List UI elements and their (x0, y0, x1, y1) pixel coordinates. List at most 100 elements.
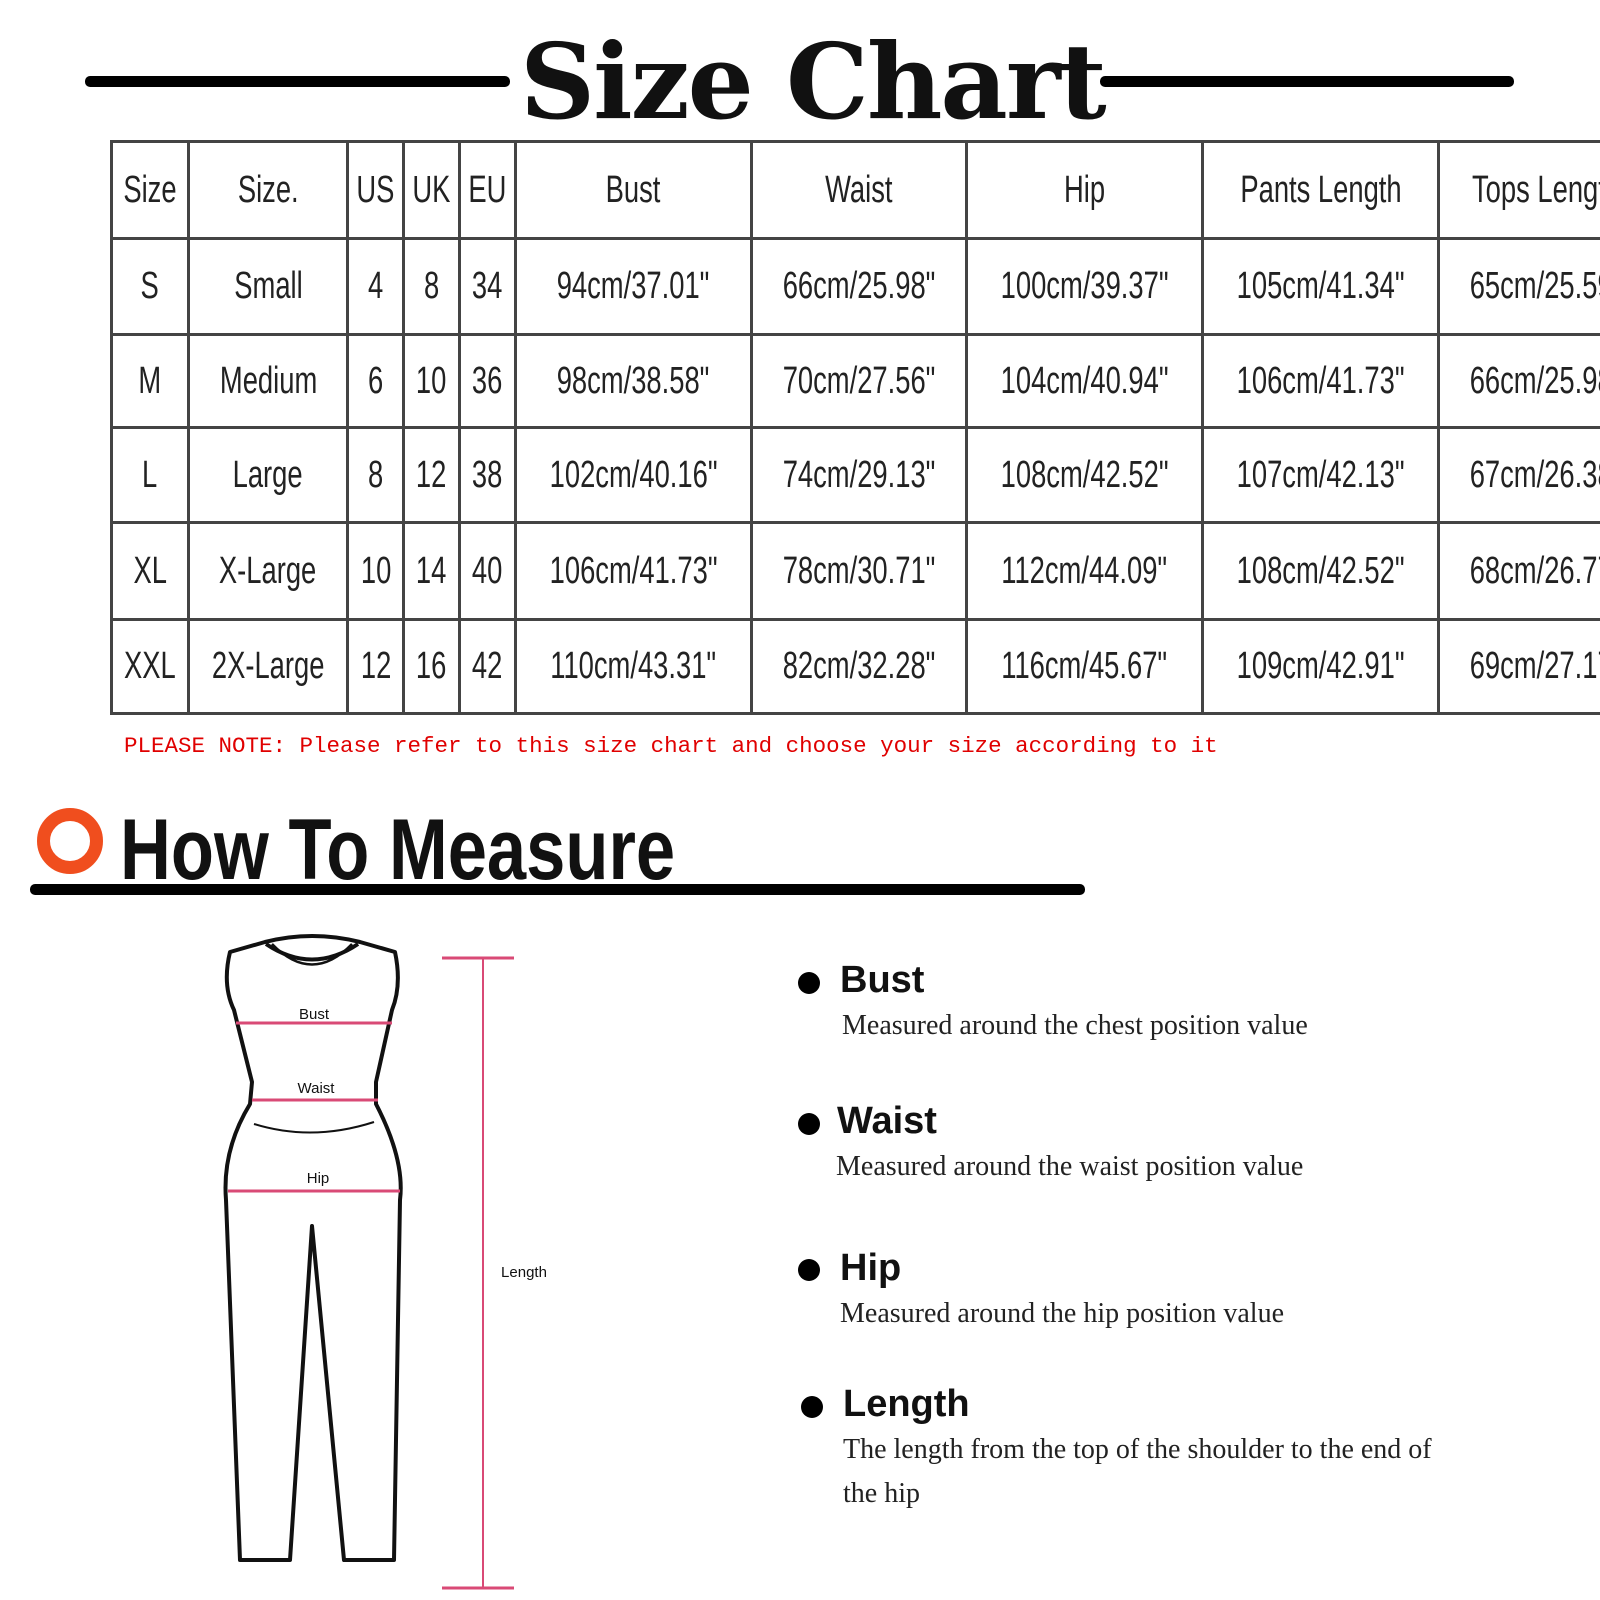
column-header-label: UK (412, 168, 451, 211)
cell-value: 14 (416, 549, 447, 592)
table-cell: L (110, 426, 190, 524)
bullet-icon (798, 1113, 820, 1135)
table-cell: M (110, 333, 190, 429)
column-header-label: Bust (605, 168, 661, 211)
cell-value: 112cm/44.09" (1001, 549, 1168, 592)
table-header-row: Size Size. US UK EU Bust Waist Hip Pants Length T… (110, 140, 1600, 240)
hip-label: Hip (307, 1170, 330, 1187)
cell-value: 69cm/27.17" (1470, 645, 1600, 687)
cell-value: 42 (472, 645, 503, 687)
column-header: Size (110, 140, 190, 240)
table-cell: Small (186, 237, 350, 336)
table-cell: 69cm/27.17" (1437, 618, 1600, 715)
cell-value: M (138, 359, 162, 402)
cell-value: 6 (368, 359, 384, 402)
measure-desc: Measured around the chest position value (842, 1010, 1308, 1041)
cell-value: 106cm/41.73" (1236, 359, 1405, 402)
measure-desc: The length from the top of the shoulder … (843, 1434, 1432, 1509)
cell-value: 8 (368, 453, 384, 496)
cell-value: 105cm/41.34" (1236, 265, 1405, 307)
table-cell: 14 (402, 521, 461, 621)
column-header: EU (457, 140, 517, 240)
cell-value: XL (133, 549, 167, 592)
table-cell: 108cm/42.52" (964, 426, 1205, 524)
cell-value: 67cm/26.38" (1470, 453, 1600, 496)
cell-value: 8 (423, 265, 440, 307)
table-cell: 70cm/27.56" (749, 333, 968, 429)
column-header-label: EU (468, 168, 507, 211)
title-rule-right (1100, 76, 1514, 87)
section-rule (30, 884, 1085, 895)
cell-value: 10 (416, 359, 447, 402)
cell-value: 4 (368, 265, 384, 307)
column-header-label: Hip (1063, 168, 1106, 211)
table-cell: 2X-Large (186, 618, 350, 715)
bust-label: Bust (299, 1006, 330, 1023)
cell-value: 98cm/38.58" (556, 359, 710, 402)
measure-heading: Hip (840, 1247, 902, 1289)
table-cell: 16 (402, 618, 461, 715)
table-cell: 68cm/26.77" (1437, 521, 1600, 621)
cell-value: 66cm/25.98" (1470, 359, 1600, 402)
cell-value: 12 (416, 453, 447, 496)
cell-value: 40 (472, 549, 503, 592)
table-cell: 42 (457, 618, 517, 715)
column-header-label: Size. (237, 168, 299, 211)
column-header-label: Size (123, 168, 177, 211)
section-title: How To Measure (120, 802, 676, 898)
table-cell: 66cm/25.98" (749, 237, 968, 336)
table-cell: S (110, 237, 190, 336)
table-cell: 8 (346, 426, 406, 524)
table-cell: 116cm/45.67" (964, 618, 1205, 715)
table-cell: Medium (186, 333, 350, 429)
column-header: Pants Length (1201, 140, 1441, 240)
table-cell: 34 (457, 237, 517, 336)
measure-heading: Bust (840, 959, 925, 1001)
bullet-icon (798, 972, 820, 994)
cell-value: 78cm/30.71" (782, 549, 936, 592)
table-row: L Large 8 12 38 102cm/40.16" 74cm/29.13" 108cm/… (110, 426, 1600, 524)
column-header: Size. (186, 140, 350, 240)
cell-value: 12 (360, 645, 391, 687)
cell-value: 110cm/43.31" (550, 645, 717, 687)
cell-value: 66cm/25.98" (782, 265, 936, 307)
table-cell: 94cm/37.01" (513, 237, 753, 336)
cell-value: 65cm/25.59" (1470, 265, 1600, 307)
cell-value: 106cm/41.73" (549, 549, 718, 592)
cell-value: 10 (360, 549, 391, 592)
column-header-label: US (356, 168, 395, 211)
column-header-label: Tops Length (1471, 168, 1600, 211)
size-table: Size Size. US UK EU Bust Waist Hip Pants Length T… (110, 140, 1600, 715)
measure-heading: Length (843, 1383, 970, 1425)
cell-value: 38 (472, 453, 503, 496)
cell-value: 100cm/39.37" (1000, 265, 1169, 307)
table-cell: 100cm/39.37" (964, 237, 1205, 336)
page-title: Size Chart (520, 20, 1107, 143)
table-cell: 36 (457, 333, 517, 429)
column-header: Hip (964, 140, 1205, 240)
column-header: Waist (749, 140, 968, 240)
table-cell: 38 (457, 426, 517, 524)
cell-value: 109cm/42.91" (1236, 645, 1405, 687)
cell-value: 107cm/42.13" (1236, 453, 1405, 496)
cell-value: S (140, 265, 160, 307)
table-cell: 4 (346, 237, 406, 336)
cell-value: 2X-Large (211, 645, 325, 687)
cell-value: 16 (416, 645, 447, 687)
waist-label: Waist (298, 1080, 336, 1097)
cell-value: Small (233, 265, 303, 307)
cell-value: X-Large (219, 549, 317, 592)
table-cell: 98cm/38.58" (513, 333, 753, 429)
table-row: XXL 2X-Large 12 16 42 110cm/43.31" 82cm/32.28"… (110, 618, 1600, 715)
cell-value: Large (233, 453, 304, 496)
measure-heading: Waist (837, 1100, 937, 1142)
measure-desc: Measured around the hip position value (840, 1298, 1285, 1329)
cell-value: 104cm/40.94" (1000, 359, 1169, 402)
cell-value: L (142, 453, 158, 496)
column-header: Bust (513, 140, 753, 240)
table-cell: 105cm/41.34" (1201, 237, 1441, 336)
column-header: US (346, 140, 406, 240)
cell-value: 34 (472, 265, 503, 307)
title-rule-left (85, 76, 510, 87)
table-cell: 104cm/40.94" (964, 333, 1205, 429)
